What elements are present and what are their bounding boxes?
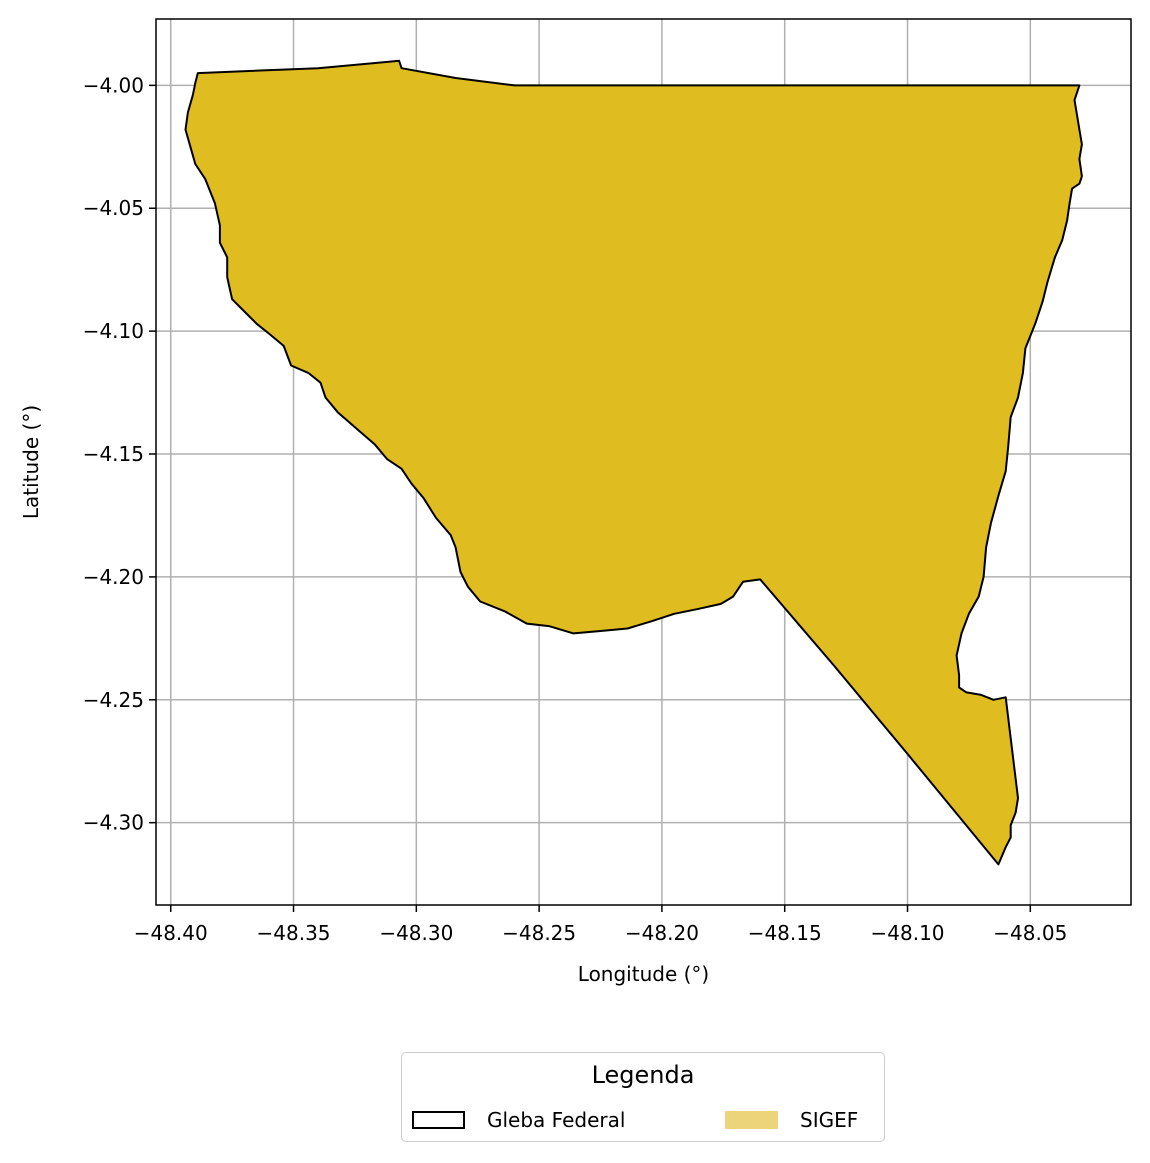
y-tick-label: −4.00 [83, 73, 144, 97]
legend-label-gleba-federal: Gleba Federal [487, 1108, 626, 1132]
x-tick-label: −48.10 [871, 921, 945, 945]
x-tick-label: −48.40 [134, 921, 208, 945]
y-tick-label: −4.10 [83, 319, 144, 343]
x-axis-label: Longitude (°) [578, 962, 709, 986]
legend-item-sigef: SIGEF [725, 1105, 858, 1135]
axis-ticks: −48.40 −48.35 −48.30 −48.25 −48.20 −48.15 −48.… [83, 73, 1068, 945]
plot-frame [155, 18, 1132, 906]
y-tick-label: −4.05 [83, 196, 144, 220]
legend-label-sigef: SIGEF [800, 1108, 859, 1132]
y-tick-label: −4.25 [83, 688, 144, 712]
legend-swatch-fill [725, 1111, 778, 1129]
y-axis-label: Latitude (°) [19, 405, 43, 519]
x-tick-label: −48.05 [993, 921, 1067, 945]
x-tick-label: −48.30 [379, 921, 453, 945]
polygon-layer [184, 59, 1083, 866]
legend: Legenda Gleba Federal SIGEF [401, 1052, 885, 1142]
sigef-area [185, 60, 1082, 865]
x-tick-label: −48.20 [625, 921, 699, 945]
y-tick-label: −4.30 [83, 811, 144, 835]
gleba-federal-boundary [184, 59, 1083, 866]
x-tick-label: −48.25 [502, 921, 576, 945]
y-tick-label: −4.20 [83, 565, 144, 589]
x-tick-label: −48.35 [257, 921, 331, 945]
y-tick-label: −4.15 [83, 442, 144, 466]
legend-title: Legenda [591, 1061, 695, 1089]
legend-item-gleba-federal: Gleba Federal [412, 1105, 625, 1135]
legend-swatch-outline [412, 1111, 465, 1129]
x-tick-label: −48.15 [748, 921, 822, 945]
